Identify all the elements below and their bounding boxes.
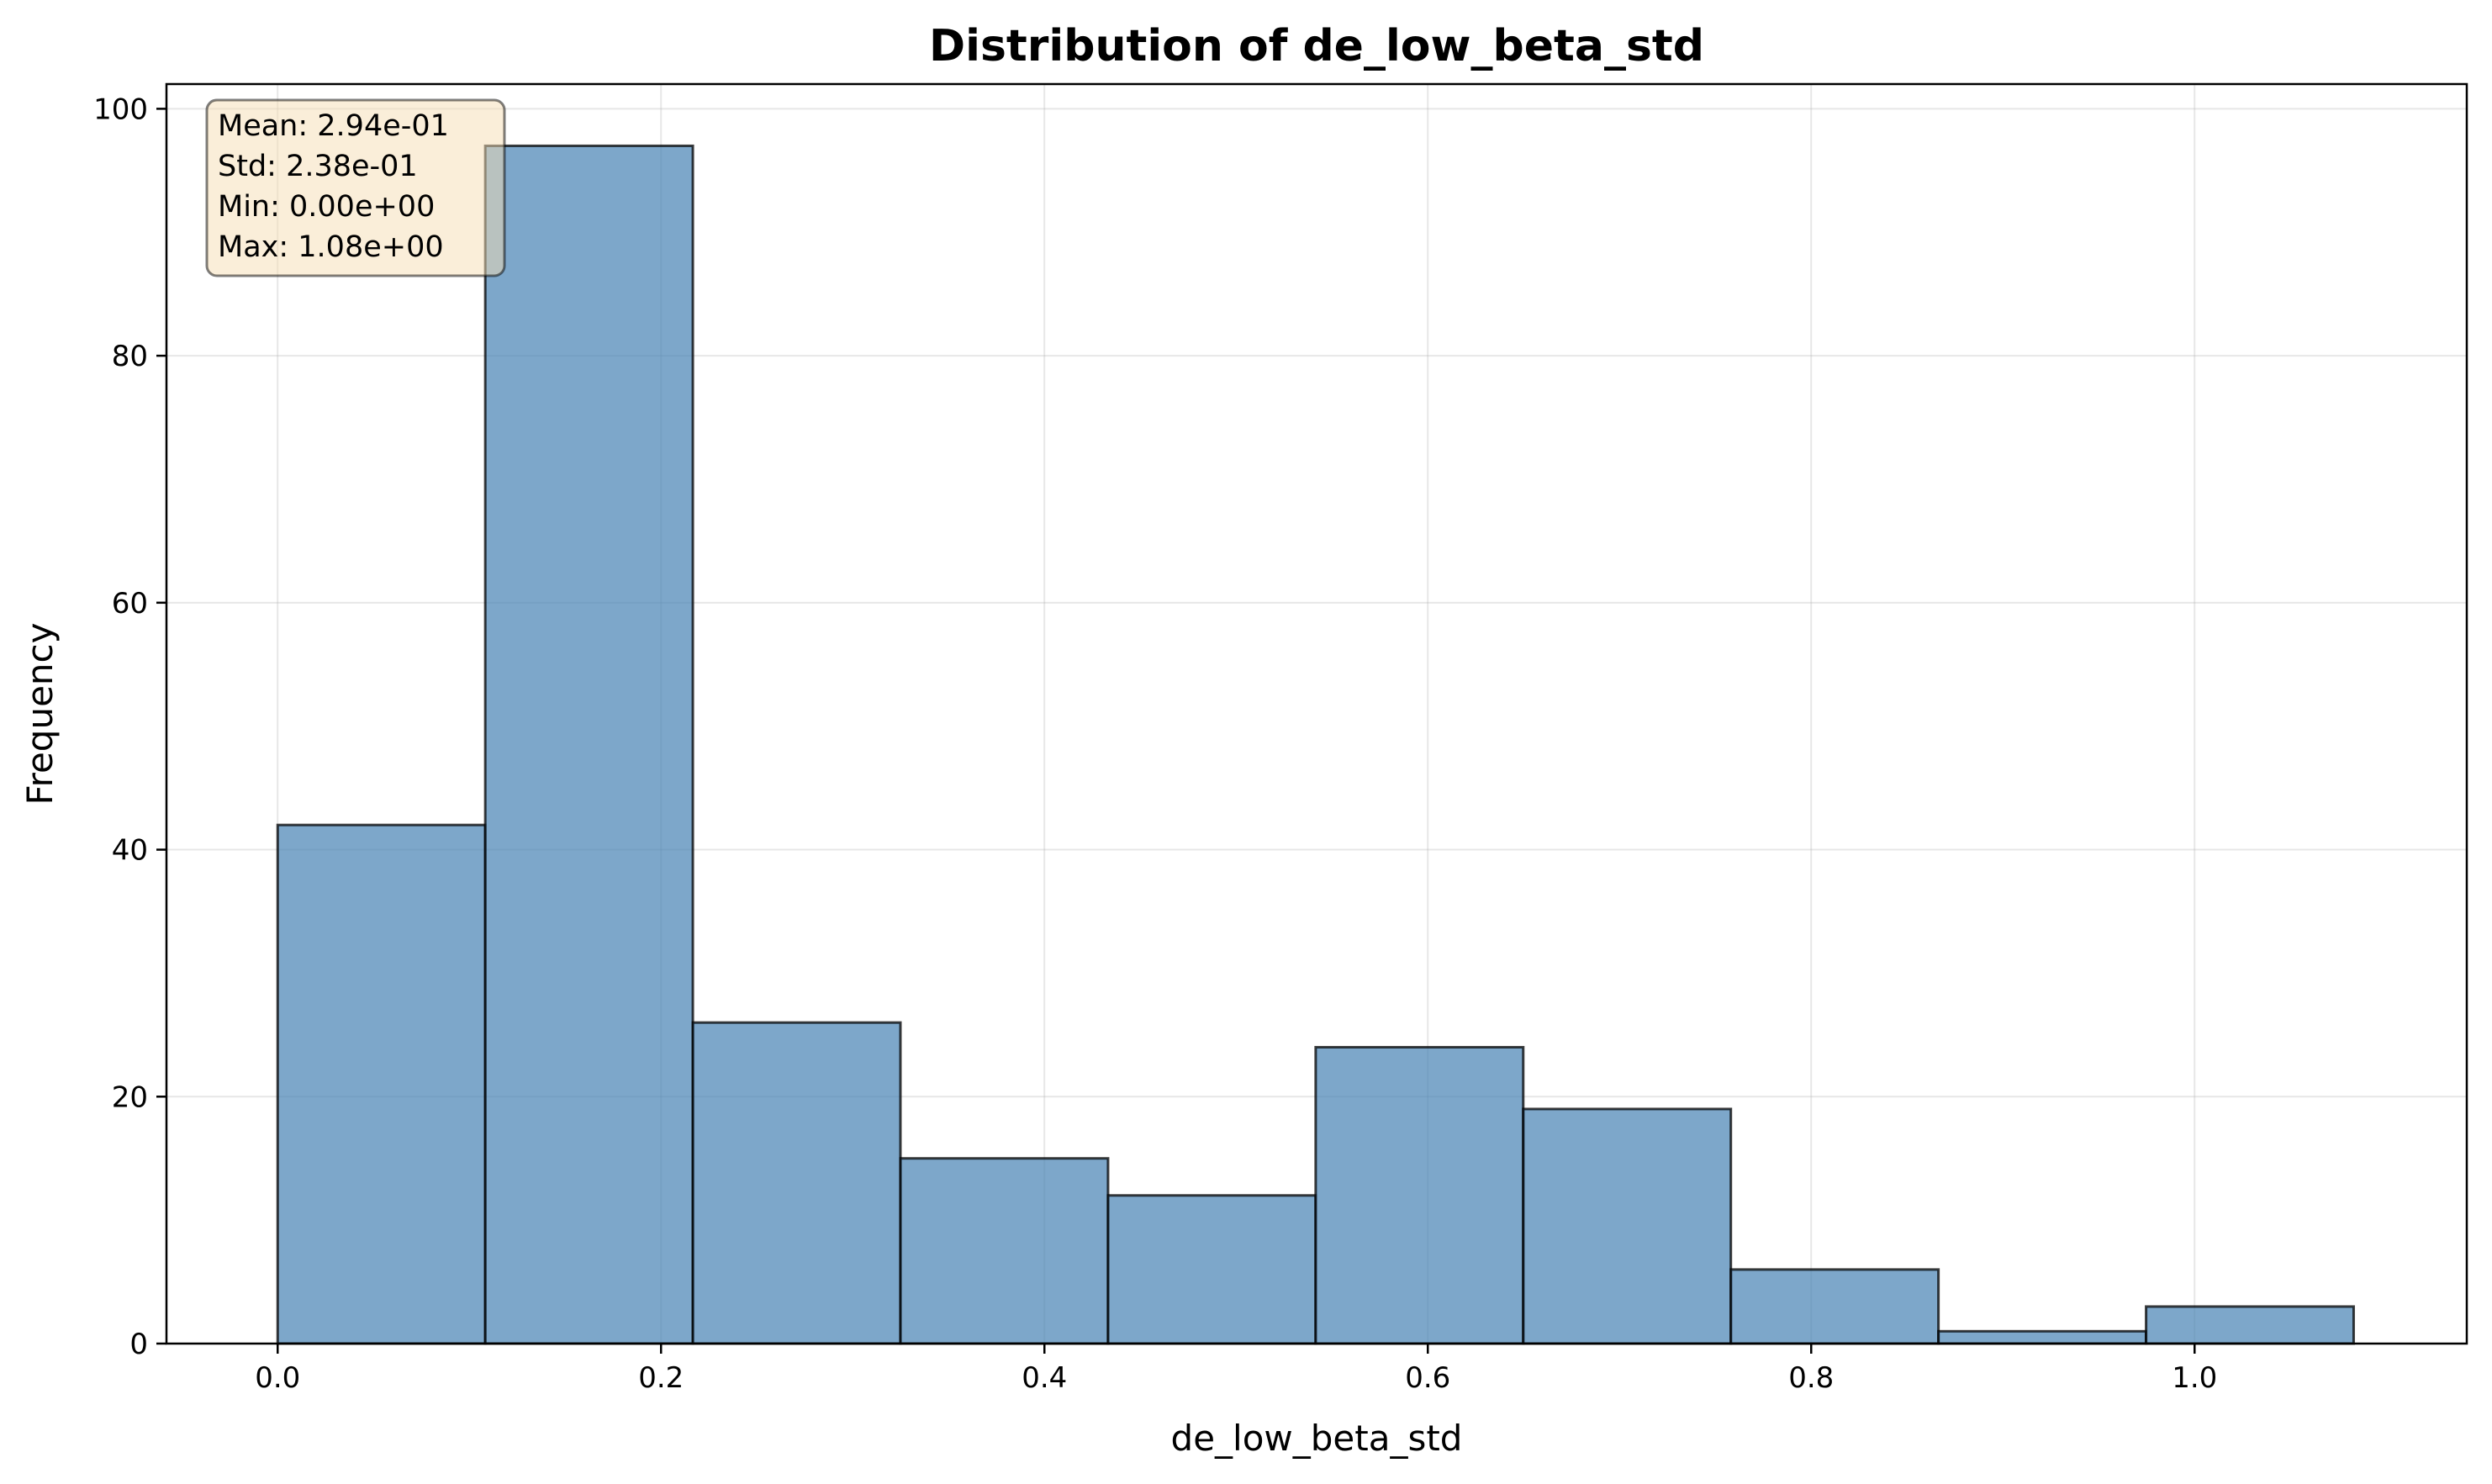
x-tick-label: 0.8: [1788, 1361, 1834, 1395]
histogram-bar: [691, 1021, 902, 1345]
y-tick-label: 20: [112, 1080, 148, 1114]
histogram-bar: [1314, 1046, 1525, 1345]
stats-std: Std: 2.38e-01: [218, 150, 418, 183]
histogram-bar: [899, 1157, 1110, 1345]
histogram-bar: [483, 144, 694, 1345]
y-tick-label: 100: [93, 92, 148, 126]
y-tick-label: 0: [129, 1328, 148, 1361]
chart-title: Distribution of de_low_beta_std: [929, 21, 1704, 71]
histogram-bar: [2145, 1305, 2355, 1345]
histogram-bar: [1937, 1329, 2148, 1345]
x-axis-label: de_low_beta_std: [1171, 1418, 1463, 1459]
plot-frame: [165, 82, 2468, 1345]
y-tick-label: 40: [112, 834, 148, 868]
y-tick-label: 60: [112, 587, 148, 621]
bars-layer: [276, 144, 2355, 1345]
histogram-bar: [276, 823, 487, 1345]
x-tick-label: 1.0: [2172, 1361, 2217, 1395]
histogram-bar: [1106, 1194, 1317, 1345]
x-tick-label: 0.0: [255, 1361, 300, 1395]
histogram-bar: [1729, 1268, 1940, 1345]
y-axis-label: Frequency: [19, 623, 61, 805]
stats-mean: Mean: 2.94e-01: [218, 109, 449, 143]
x-tick-label: 0.4: [1022, 1361, 1067, 1395]
y-tick-label: 80: [112, 340, 148, 373]
stats-max: Max: 1.08e+00: [218, 230, 444, 264]
stats-box: Mean: 2.94e-01 Std: 2.38e-01 Min: 0.00e+…: [205, 98, 506, 277]
stats-box-background: [205, 98, 506, 277]
histogram-bar: [1522, 1107, 1733, 1345]
x-tick-label: 0.2: [638, 1361, 684, 1395]
x-tick-label: 0.6: [1405, 1361, 1450, 1395]
ticks-layer: 0.0 0.2 0.4 0.6 0.8 1.0 0 20 40 60 80 100: [93, 92, 2217, 1395]
stats-min: Min: 0.00e+00: [218, 190, 435, 224]
